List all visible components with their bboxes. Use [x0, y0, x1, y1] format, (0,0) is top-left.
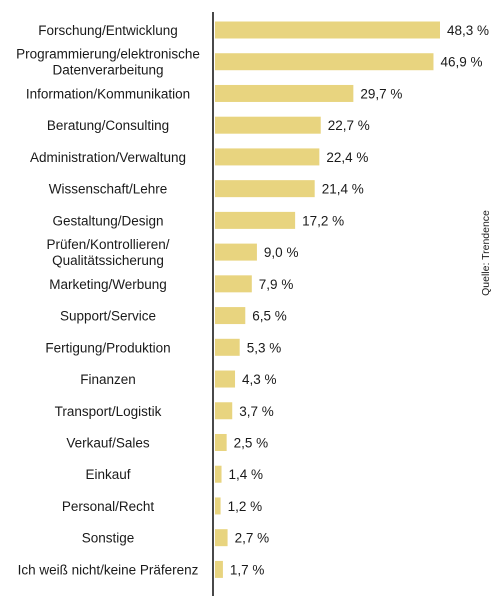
category-label: Wissenschaft/Lehre — [49, 182, 168, 197]
bar — [215, 307, 246, 325]
value-label: 3,7 % — [239, 404, 274, 419]
category-label: Support/Service — [60, 309, 156, 324]
category-label-line: Qualitätssicherung — [52, 253, 164, 268]
value-label: 1,2 % — [228, 499, 263, 514]
category-label-line: Forschung/Entwicklung — [38, 23, 178, 38]
category-label: Information/Kommunikation — [26, 86, 190, 101]
source-label: Quelle: Trendence — [480, 210, 492, 296]
value-label: 2,5 % — [234, 435, 269, 450]
category-label-line: Fertigung/Produktion — [45, 340, 170, 355]
bar — [215, 370, 236, 388]
bar — [215, 560, 223, 578]
value-label: 9,0 % — [264, 245, 299, 260]
bar — [215, 433, 227, 451]
value-label: 4,3 % — [242, 372, 277, 387]
bar — [215, 21, 440, 39]
category-label-line: Support/Service — [60, 309, 156, 324]
category-label: Forschung/Entwicklung — [38, 23, 178, 38]
bar — [215, 53, 434, 71]
category-label-line: Datenverarbeitung — [52, 63, 163, 78]
bar — [215, 243, 257, 261]
category-label-line: Administration/Verwaltung — [30, 150, 186, 165]
value-label: 22,4 % — [326, 150, 368, 165]
bar — [215, 275, 252, 293]
value-label: 6,5 % — [252, 309, 287, 324]
value-label: 2,7 % — [235, 531, 270, 546]
category-label: Sonstige — [82, 531, 135, 546]
bar — [215, 497, 221, 515]
category-label: Programmierung/elektronische Datenverarbe… — [16, 47, 200, 78]
category-label-line: Verkauf/Sales — [66, 435, 150, 450]
value-label: 17,2 % — [302, 213, 344, 228]
category-label-line: Finanzen — [80, 372, 136, 387]
category-label-line: Ich weiß nicht/keine Präferenz — [18, 562, 199, 577]
bar — [215, 529, 228, 547]
bar — [215, 338, 240, 356]
category-label-line: Programmierung/elektronische — [16, 47, 200, 62]
bar — [215, 180, 315, 198]
value-label: 22,7 % — [328, 118, 370, 133]
bar — [215, 211, 296, 229]
value-label: 21,4 % — [322, 182, 364, 197]
category-label: Verkauf/Sales — [66, 435, 150, 450]
category-label: Marketing/Werbung — [49, 277, 167, 292]
value-labels: 48,3 % 46,9 % 29,7 % 22,7 % 22,4 % 21,4 % 17,2… — [228, 23, 489, 577]
category-label-line: Information/Kommunikation — [26, 86, 190, 101]
value-label: 48,3 % — [447, 23, 489, 38]
category-label: Personal/Recht — [62, 499, 155, 514]
bar — [215, 116, 321, 134]
bar — [215, 402, 233, 420]
category-label: Einkauf — [85, 467, 130, 482]
bar — [215, 148, 320, 166]
category-label: Finanzen — [80, 372, 136, 387]
category-label: Beratung/Consulting — [47, 118, 169, 133]
category-label: Fertigung/Produktion — [45, 340, 170, 355]
value-label: 1,4 % — [229, 467, 264, 482]
category-label-line: Wissenschaft/Lehre — [49, 182, 168, 197]
bar — [215, 84, 354, 102]
category-label: Prüfen/Kontrollieren/Qualitätssicherung — [46, 237, 169, 268]
value-label: 46,9 % — [440, 55, 482, 70]
category-label-line: Marketing/Werbung — [49, 277, 167, 292]
value-label: 29,7 % — [360, 86, 402, 101]
category-label-line: Einkauf — [85, 467, 130, 482]
category-label-line: Sonstige — [82, 531, 135, 546]
category-label: Ich weiß nicht/keine Präferenz — [18, 562, 199, 577]
category-label: Administration/Verwaltung — [30, 150, 186, 165]
value-label: 5,3 % — [247, 340, 282, 355]
category-label: Gestaltung/Design — [52, 213, 163, 228]
category-label-line: Transport/Logistik — [55, 404, 162, 419]
category-label-line: Personal/Recht — [62, 499, 155, 514]
category-label: Transport/Logistik — [55, 404, 162, 419]
value-label: 1,7 % — [230, 562, 265, 577]
value-label: 7,9 % — [259, 277, 294, 292]
bars-layer — [215, 21, 440, 578]
category-label-line: Prüfen/Kontrollieren/ — [46, 237, 169, 252]
bar — [215, 465, 222, 483]
category-label-line: Beratung/Consulting — [47, 118, 169, 133]
category-labels: Forschung/Entwicklung Programmierung/elek… — [16, 23, 200, 577]
category-label-line: Gestaltung/Design — [52, 213, 163, 228]
